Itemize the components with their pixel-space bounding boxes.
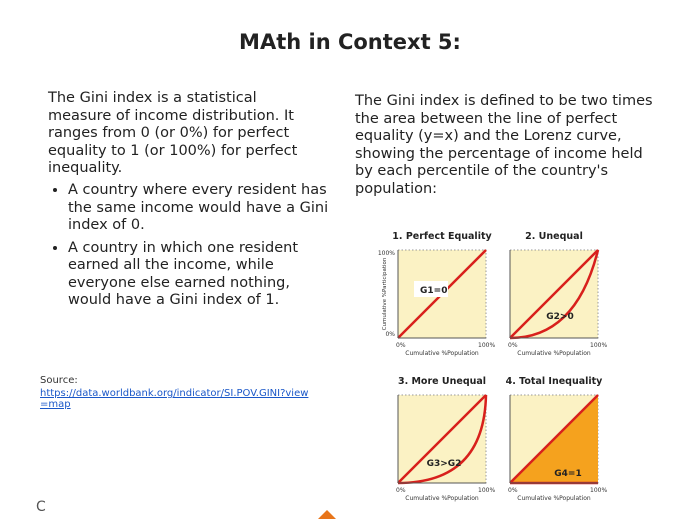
panel-title: 2. Unequal: [525, 231, 583, 242]
gini-label: G1=0: [420, 286, 447, 296]
panel-title: 4. Total Inequality: [506, 376, 604, 387]
x-start: 0%: [396, 342, 406, 349]
x-label: Cumulative %Population: [405, 350, 479, 357]
lorenz-curve: [397, 394, 488, 485]
x-end: 100%: [590, 487, 607, 494]
x-end: 100%: [478, 342, 495, 349]
y-bottom: 0%: [385, 331, 395, 338]
panel-title: 3. More Unequal: [398, 376, 486, 387]
gini-label: G3>G2: [427, 459, 462, 469]
label-box: [414, 281, 448, 297]
source-link[interactable]: https://data.worldbank.org/indicator/SI.…: [40, 388, 309, 410]
x-start: 0%: [396, 487, 406, 494]
definition-text: The Gini index is defined to be two time…: [355, 93, 653, 197]
bullet: A country in which one resident earned a…: [68, 240, 330, 310]
x-label: Cumulative %Population: [405, 495, 479, 502]
x-end: 100%: [590, 342, 607, 349]
y-top: 100%: [378, 250, 395, 257]
x-end: 100%: [478, 487, 495, 494]
gini-label: G2>0: [546, 312, 573, 322]
x-label: Cumulative %Population: [517, 495, 591, 502]
x-start: 0%: [508, 342, 518, 349]
equality-line: [509, 394, 599, 484]
nav-triangle: [318, 510, 336, 519]
equality-line: [397, 394, 487, 484]
footer-letter: C: [36, 499, 46, 515]
title: MAth in Context 5:: [239, 30, 461, 54]
bullet: A country where every resident has the s…: [68, 182, 330, 235]
bullet-list: A country where every resident has the s…: [48, 182, 330, 315]
x-start: 0%: [508, 487, 518, 494]
intro-text: The Gini index is a statistical measure …: [48, 90, 298, 176]
panel-title: 1. Perfect Equality: [392, 231, 492, 242]
x-label: Cumulative %Population: [517, 350, 591, 357]
lorenz-curve: [509, 249, 600, 340]
y-label: Cumulative %Participation: [382, 257, 388, 330]
source-label: Source:: [40, 375, 78, 386]
gini-label: G4=1: [554, 469, 581, 479]
equality-line: [509, 249, 599, 339]
